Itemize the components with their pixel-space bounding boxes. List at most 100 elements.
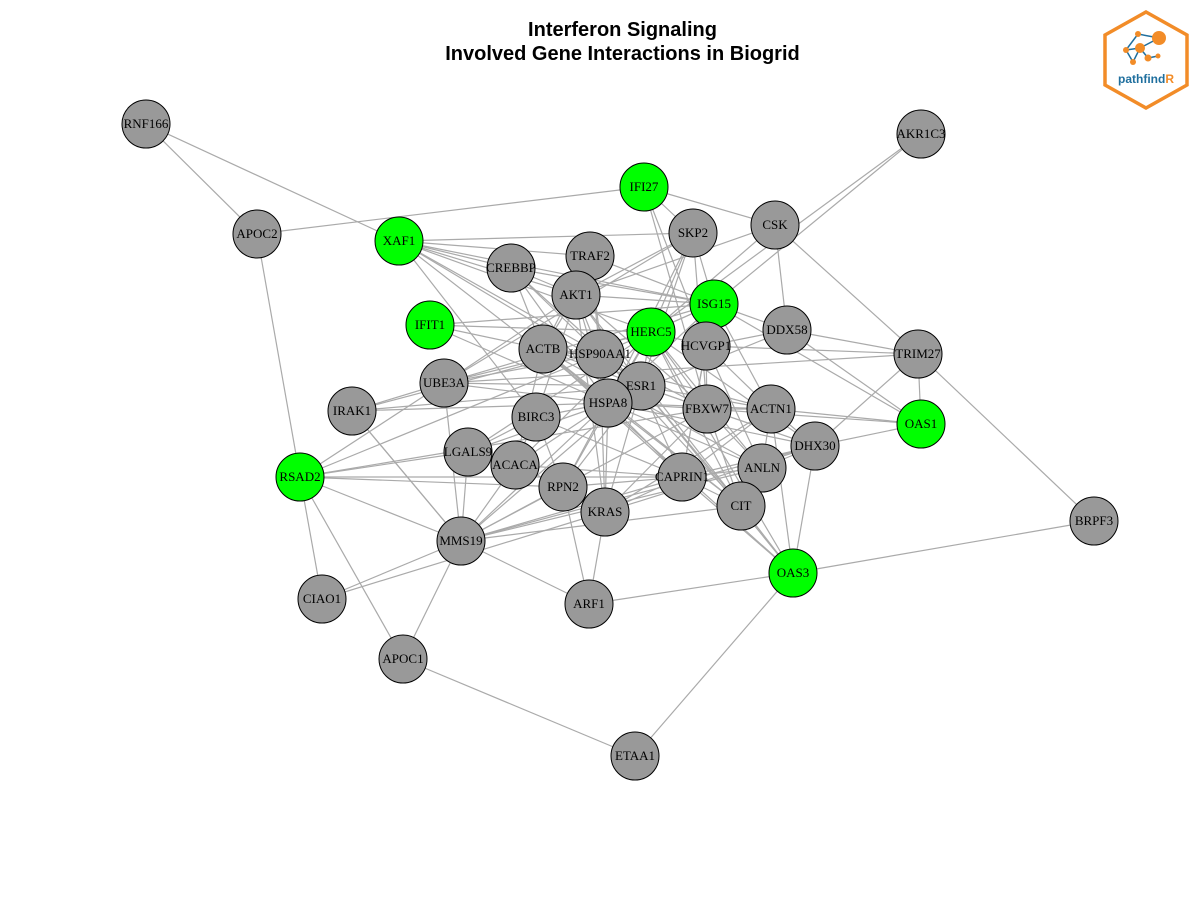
node-lgals9[interactable]: LGALS9 bbox=[443, 427, 493, 477]
node-circle[interactable] bbox=[405, 300, 455, 350]
node-anln[interactable]: ANLN bbox=[737, 443, 787, 493]
node-actb[interactable]: ACTB bbox=[518, 324, 568, 374]
node-actn1[interactable]: ACTN1 bbox=[746, 384, 796, 434]
node-oas3[interactable]: OAS3 bbox=[768, 548, 818, 598]
node-circle[interactable] bbox=[619, 162, 669, 212]
node-ube3a[interactable]: UBE3A bbox=[419, 358, 469, 408]
node-etaa1[interactable]: ETAA1 bbox=[610, 731, 660, 781]
node-circle[interactable] bbox=[580, 487, 630, 537]
node-akt1[interactable]: AKT1 bbox=[551, 270, 601, 320]
node-circle[interactable] bbox=[750, 200, 800, 250]
node-circle[interactable] bbox=[716, 481, 766, 531]
node-circle[interactable] bbox=[419, 358, 469, 408]
node-mms19[interactable]: MMS19 bbox=[436, 516, 486, 566]
node-circle[interactable] bbox=[327, 386, 377, 436]
node-circle[interactable] bbox=[668, 208, 718, 258]
edge-akr1c3-isg15 bbox=[713, 133, 922, 305]
node-label: RNF166 bbox=[124, 116, 169, 131]
node-ifit1[interactable]: IFIT1 bbox=[405, 300, 455, 350]
node-acaca[interactable]: ACACA bbox=[490, 440, 540, 490]
node-skp2[interactable]: SKP2 bbox=[668, 208, 718, 258]
node-circle[interactable] bbox=[232, 209, 282, 259]
node-circle[interactable] bbox=[575, 329, 625, 379]
node-ifi27[interactable]: IFI27 bbox=[619, 162, 669, 212]
node-kras[interactable]: KRAS bbox=[580, 487, 630, 537]
node-circle[interactable] bbox=[768, 548, 818, 598]
node-birc3[interactable]: BIRC3 bbox=[511, 392, 561, 442]
node-traf2[interactable]: TRAF2 bbox=[565, 231, 615, 281]
node-circle[interactable] bbox=[610, 731, 660, 781]
edge-fbxw7-rsad2 bbox=[299, 408, 708, 478]
node-circle[interactable] bbox=[297, 574, 347, 624]
node-circle[interactable] bbox=[518, 324, 568, 374]
node-rpn2[interactable]: RPN2 bbox=[538, 462, 588, 512]
node-circle[interactable] bbox=[896, 399, 946, 449]
node-oas1[interactable]: OAS1 bbox=[896, 399, 946, 449]
edge-actn1-oas3 bbox=[770, 408, 794, 574]
node-circle[interactable] bbox=[551, 270, 601, 320]
node-circle[interactable] bbox=[564, 579, 614, 629]
node-arf1[interactable]: ARF1 bbox=[564, 579, 614, 629]
node-ddx58[interactable]: DDX58 bbox=[762, 305, 812, 355]
edge-trim27-brpf3 bbox=[917, 353, 1095, 522]
node-dhx30[interactable]: DHX30 bbox=[790, 421, 840, 471]
node-circle[interactable] bbox=[681, 321, 731, 371]
node-circle[interactable] bbox=[486, 243, 536, 293]
pathfindr-logo: pathfindR bbox=[1103, 10, 1189, 110]
node-circle[interactable] bbox=[737, 443, 787, 493]
node-hspa8[interactable]: HSPA8 bbox=[583, 378, 633, 428]
node-circle[interactable] bbox=[378, 634, 428, 684]
node-circle[interactable] bbox=[657, 452, 707, 502]
node-circle[interactable] bbox=[583, 378, 633, 428]
node-circle[interactable] bbox=[762, 305, 812, 355]
node-isg15[interactable]: ISG15 bbox=[689, 279, 739, 329]
node-herc5[interactable]: HERC5 bbox=[626, 307, 676, 357]
node-csk[interactable]: CSK bbox=[750, 200, 800, 250]
node-rnf166[interactable]: RNF166 bbox=[121, 99, 171, 149]
node-fbxw7[interactable]: FBXW7 bbox=[682, 384, 732, 434]
node-circle[interactable] bbox=[511, 392, 561, 442]
node-circle[interactable] bbox=[443, 427, 493, 477]
node-circle[interactable] bbox=[790, 421, 840, 471]
node-circle[interactable] bbox=[436, 516, 486, 566]
node-circle[interactable] bbox=[746, 384, 796, 434]
node-label: APOC1 bbox=[382, 651, 423, 666]
node-circle[interactable] bbox=[893, 329, 943, 379]
node-ciao1[interactable]: CIAO1 bbox=[297, 574, 347, 624]
node-circle[interactable] bbox=[275, 452, 325, 502]
node-circle[interactable] bbox=[121, 99, 171, 149]
node-trim27[interactable]: TRIM27 bbox=[893, 329, 943, 379]
node-label: IFIT1 bbox=[415, 317, 445, 332]
node-cit[interactable]: CIT bbox=[716, 481, 766, 531]
node-caprin1[interactable]: CAPRIN1 bbox=[655, 452, 709, 502]
node-xaf1[interactable]: XAF1 bbox=[374, 216, 424, 266]
node-circle[interactable] bbox=[490, 440, 540, 490]
edge-xaf1-isg15 bbox=[398, 240, 715, 305]
edge-ube3a-hspa8 bbox=[443, 382, 609, 404]
node-hcvgp1[interactable]: HCVGP1 bbox=[681, 321, 732, 371]
node-circle[interactable] bbox=[1069, 496, 1119, 546]
edge-hcvgp1-trim27 bbox=[705, 345, 919, 355]
edge-xaf1-birc3 bbox=[398, 240, 537, 418]
node-apoc2[interactable]: APOC2 bbox=[232, 209, 282, 259]
edge-ube3a-rsad2 bbox=[299, 382, 445, 478]
node-hsp90aa1[interactable]: HSP90AA1 bbox=[569, 329, 631, 379]
node-apoc1[interactable]: APOC1 bbox=[378, 634, 428, 684]
node-irak1[interactable]: IRAK1 bbox=[327, 386, 377, 436]
edge-isg15-oas1 bbox=[713, 303, 922, 425]
edge-rsad2-mms19 bbox=[299, 476, 462, 542]
node-rsad2[interactable]: RSAD2 bbox=[275, 452, 325, 502]
node-brpf3[interactable]: BRPF3 bbox=[1069, 496, 1119, 546]
title-line-2: Involved Gene Interactions in Biogrid bbox=[445, 43, 800, 65]
edge-hsp90aa1-ube3a bbox=[443, 353, 601, 384]
node-crebbp[interactable]: CREBBP bbox=[486, 243, 536, 293]
node-label: ARF1 bbox=[573, 596, 605, 611]
node-circle[interactable] bbox=[374, 216, 424, 266]
node-circle[interactable] bbox=[682, 384, 732, 434]
node-label: SKP2 bbox=[678, 225, 708, 240]
node-circle[interactable] bbox=[896, 109, 946, 159]
node-akr1c3[interactable]: AKR1C3 bbox=[896, 109, 946, 159]
node-circle[interactable] bbox=[626, 307, 676, 357]
node-circle[interactable] bbox=[538, 462, 588, 512]
node-label: ESR1 bbox=[626, 378, 656, 393]
